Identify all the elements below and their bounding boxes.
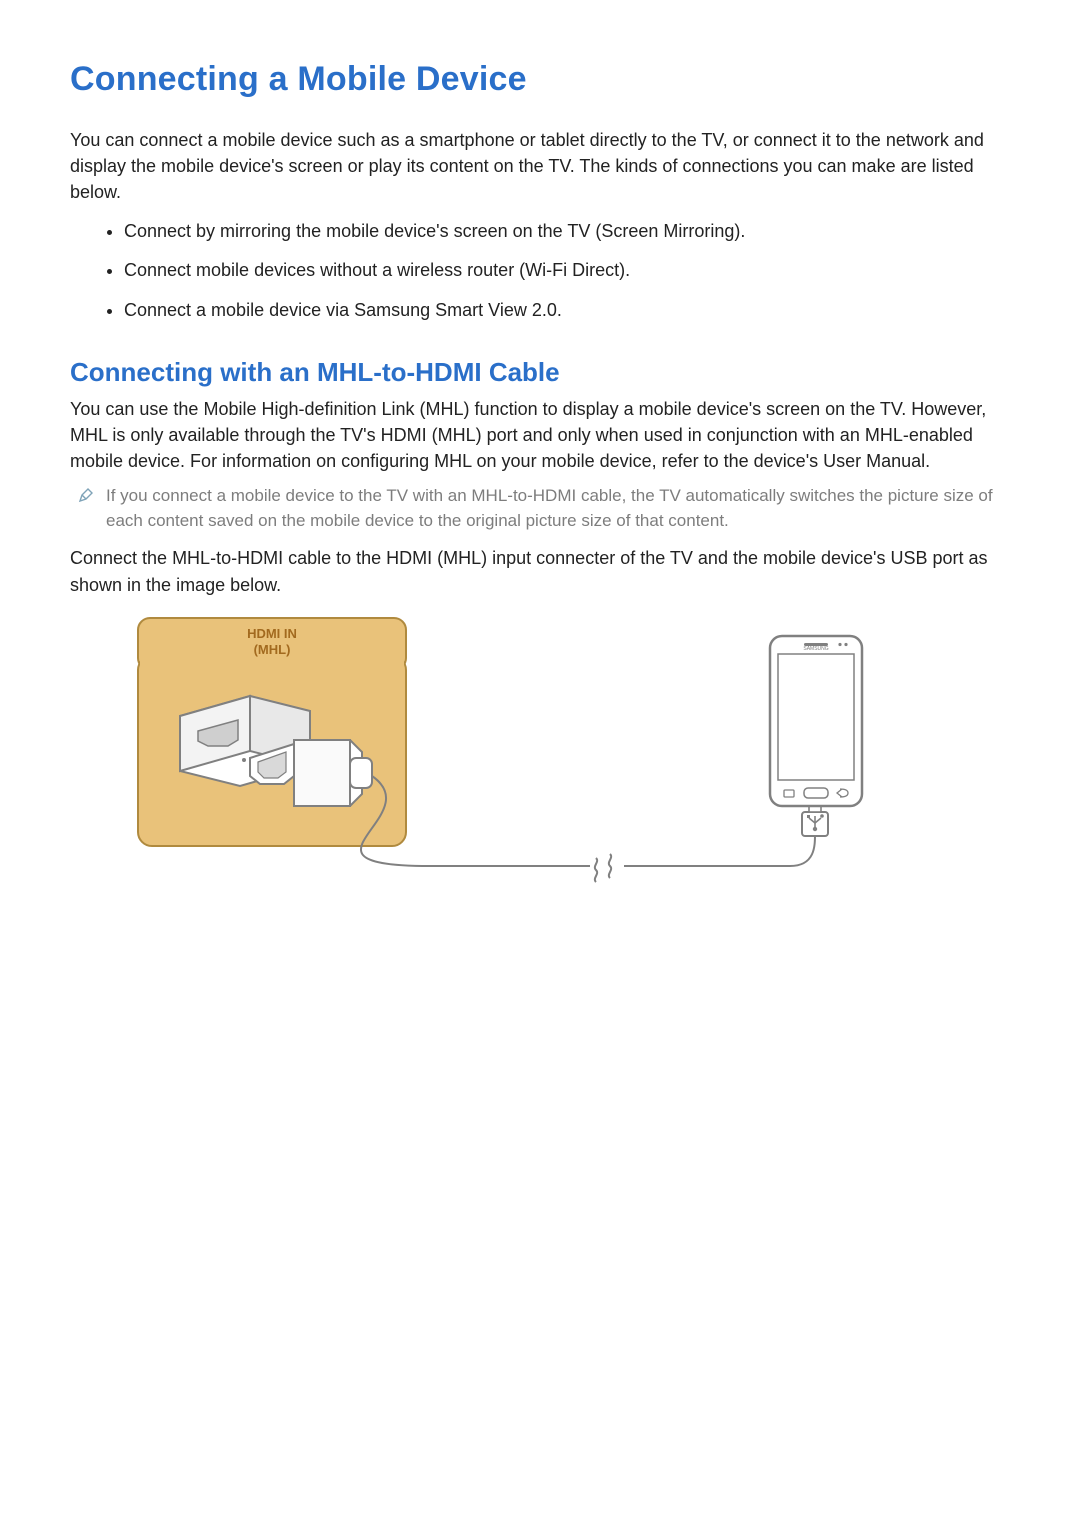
smartphone: SAMSUNG — [770, 636, 862, 806]
intro-paragraph: You can connect a mobile device such as … — [70, 127, 1010, 205]
phone-brand-label: SAMSUNG — [803, 646, 828, 652]
hdmi-label-line1: HDMI IN — [247, 626, 297, 641]
connection-types-list: Connect by mirroring the mobile device's… — [70, 219, 1010, 323]
list-item: Connect by mirroring the mobile device's… — [124, 219, 1010, 244]
manual-page: Connecting a Mobile Device You can conne… — [0, 0, 1080, 1527]
section-body-2: Connect the MHL-to-HDMI cable to the HDM… — [70, 545, 1010, 597]
pencil-icon — [78, 487, 94, 508]
note-text: If you connect a mobile device to the TV… — [106, 484, 1010, 533]
cable — [361, 776, 815, 882]
list-item: Connect mobile devices without a wireles… — [124, 258, 1010, 283]
note: If you connect a mobile device to the TV… — [78, 484, 1010, 533]
hdmi-label-line2: (MHL) — [254, 642, 291, 657]
connection-diagram: HDMI IN (MHL) — [130, 616, 1010, 901]
section-title: Connecting with an MHL-to-HDMI Cable — [70, 357, 1010, 388]
list-item: Connect a mobile device via Samsung Smar… — [124, 298, 1010, 323]
page-title: Connecting a Mobile Device — [70, 60, 1010, 99]
section-body-1: You can use the Mobile High-definition L… — [70, 396, 1010, 474]
